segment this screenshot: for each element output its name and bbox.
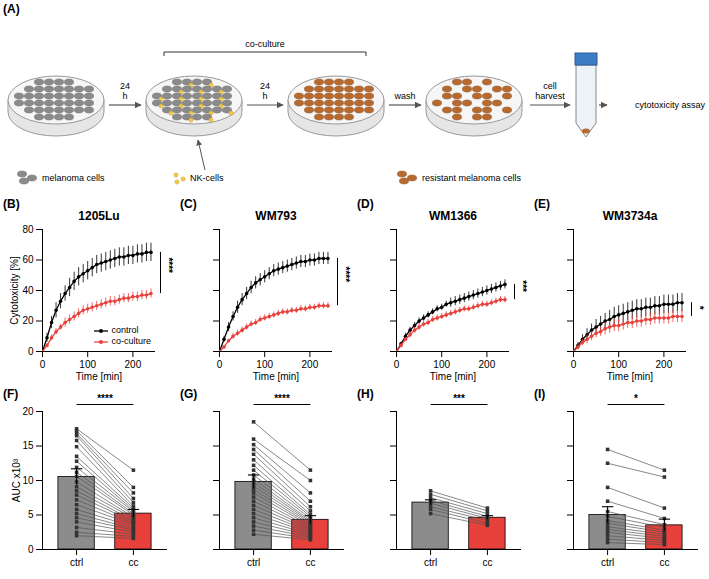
svg-text:NK-cells: NK-cells xyxy=(190,173,224,183)
html-text:(A): (A) xyxy=(3,2,20,16)
svg-text:WM1366: WM1366 xyxy=(429,209,477,223)
svg-text:****: **** xyxy=(163,257,174,273)
svg-text:200: 200 xyxy=(302,359,319,370)
svg-text:*: * xyxy=(694,306,705,310)
svg-text:cc: cc xyxy=(659,557,669,568)
svg-text:Time [min]: Time [min] xyxy=(430,371,477,382)
svg-text:0: 0 xyxy=(571,359,577,370)
html-text:(B): (B) xyxy=(3,197,20,211)
svg-text:100: 100 xyxy=(610,359,627,370)
svg-text:***: *** xyxy=(453,393,465,404)
svg-text:200: 200 xyxy=(479,359,496,370)
svg-text:80: 80 xyxy=(22,224,34,235)
svg-text:cell: cell xyxy=(543,81,557,91)
svg-text:WM793: WM793 xyxy=(255,209,297,223)
svg-text:cc: cc xyxy=(128,557,138,568)
svg-text:Time [min]: Time [min] xyxy=(607,371,654,382)
svg-text:40: 40 xyxy=(22,285,34,296)
svg-text:24: 24 xyxy=(120,81,130,91)
html-text:(G): (G) xyxy=(180,387,198,401)
svg-text:1205Lu: 1205Lu xyxy=(78,209,119,223)
svg-text:0: 0 xyxy=(40,359,46,370)
svg-text:20: 20 xyxy=(22,315,34,326)
svg-text:ctrl: ctrl xyxy=(70,557,83,568)
svg-text:0: 0 xyxy=(28,346,34,357)
svg-text:****: **** xyxy=(97,393,113,404)
html-text:(F): (F) xyxy=(3,387,19,401)
svg-text:Time [min]: Time [min] xyxy=(76,371,123,382)
svg-text:20: 20 xyxy=(22,406,34,417)
html-text:control: control xyxy=(111,325,139,335)
svg-text:Cytotoxicity [%]: Cytotoxicity [%] xyxy=(9,256,20,325)
html-text:(D): (D) xyxy=(357,197,374,211)
svg-text:***: *** xyxy=(517,280,528,292)
svg-text:60: 60 xyxy=(22,254,34,265)
svg-text:co-culture: co-culture xyxy=(245,39,285,49)
svg-text:****: **** xyxy=(274,393,290,404)
html-text:(C): (C) xyxy=(180,197,197,211)
svg-text:cc: cc xyxy=(482,557,492,568)
svg-text:ctrl: ctrl xyxy=(247,557,260,568)
svg-text:200: 200 xyxy=(656,359,673,370)
svg-text:cytotoxicity assay: cytotoxicity assay xyxy=(635,100,706,110)
svg-text:cc: cc xyxy=(305,557,315,568)
svg-text:15: 15 xyxy=(22,440,34,451)
svg-text:h: h xyxy=(122,91,127,101)
svg-text:Time [min]: Time [min] xyxy=(253,371,300,382)
svg-text:*: * xyxy=(634,393,638,404)
svg-text:0: 0 xyxy=(217,359,223,370)
svg-text:5: 5 xyxy=(28,509,34,520)
svg-text:200: 200 xyxy=(125,359,142,370)
svg-text:10: 10 xyxy=(22,475,34,486)
svg-text:100: 100 xyxy=(256,359,273,370)
svg-text:wash: wash xyxy=(393,91,415,101)
svg-text:harvest: harvest xyxy=(535,91,565,101)
html-text:(H): (H) xyxy=(357,387,374,401)
html-text:(I): (I) xyxy=(534,387,546,401)
svg-text:h: h xyxy=(262,91,267,101)
svg-text:AUC x10³: AUC x10³ xyxy=(11,458,22,502)
svg-text:resistant melanoma cells: resistant melanoma cells xyxy=(422,173,522,183)
svg-text:melanoma cells: melanoma cells xyxy=(42,173,105,183)
svg-text:24: 24 xyxy=(260,81,270,91)
html-text:co-culture: co-culture xyxy=(111,336,151,346)
svg-text:100: 100 xyxy=(433,359,450,370)
svg-text:WM3734a: WM3734a xyxy=(603,209,658,223)
svg-text:0: 0 xyxy=(394,359,400,370)
svg-text:ctrl: ctrl xyxy=(424,557,437,568)
svg-text:ctrl: ctrl xyxy=(601,557,614,568)
html-text:(E): (E) xyxy=(534,197,550,211)
svg-text:100: 100 xyxy=(79,359,96,370)
svg-text:****: **** xyxy=(340,267,351,283)
svg-text:0: 0 xyxy=(28,544,34,555)
